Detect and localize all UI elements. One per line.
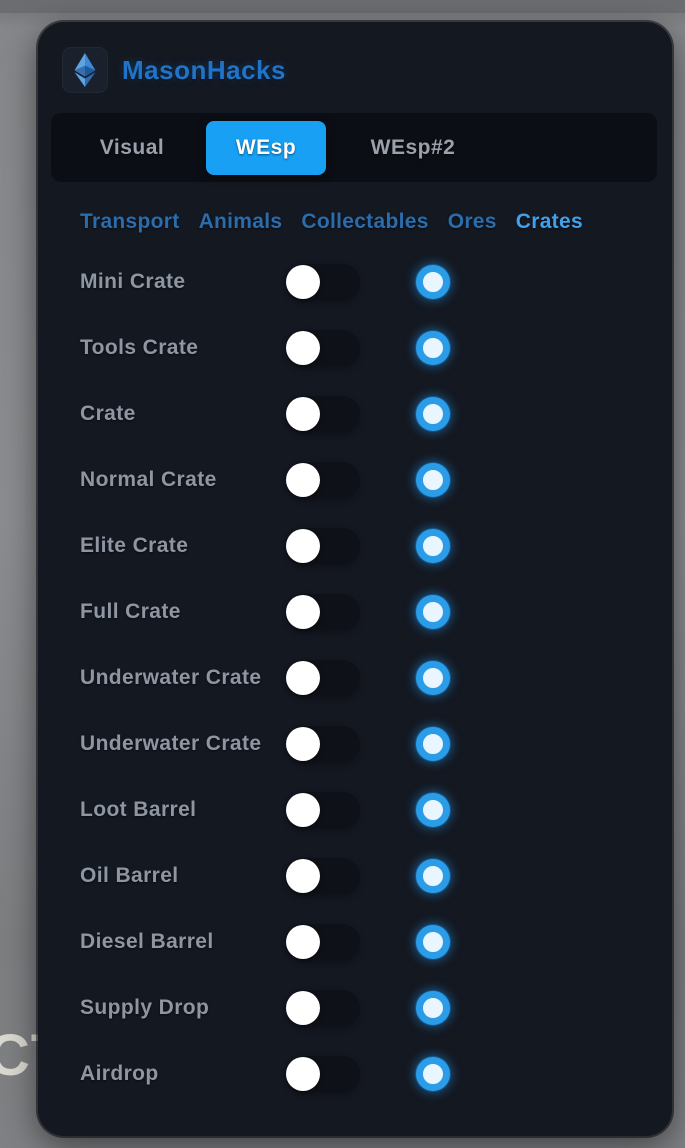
subtab-transport[interactable]: Transport [80, 210, 180, 233]
toggle-knob [286, 1057, 320, 1091]
feature-label: Crate [80, 402, 136, 425]
window-header: MasonHacks [62, 47, 286, 93]
cheat-menu-window: MasonHacks Visual WEsp WEsp#2 Transport Ani… [38, 22, 672, 1136]
feature-label: Full Crate [80, 600, 181, 623]
toggle-knob [286, 727, 320, 761]
feature-toggle[interactable] [286, 462, 360, 498]
feature-row-oil-barrel-9: Oil Barrel [38, 843, 672, 909]
feature-toggle[interactable] [286, 924, 360, 960]
app-title: MasonHacks [122, 54, 286, 85]
toggle-knob [286, 463, 320, 497]
toggle-knob [286, 331, 320, 365]
feature-row-elite-crate-4: Elite Crate [38, 513, 672, 579]
tab-wesp[interactable]: WEsp [206, 120, 326, 175]
feature-toggle[interactable] [286, 594, 360, 630]
color-picker-swatch[interactable] [416, 661, 450, 695]
feature-label: Supply Drop [80, 996, 210, 1019]
toggle-knob [286, 859, 320, 893]
color-picker-swatch[interactable] [416, 991, 450, 1025]
feature-label: Oil Barrel [80, 864, 179, 887]
color-picker-swatch[interactable] [416, 331, 450, 365]
toggle-knob [286, 265, 320, 299]
subtab-bar: Transport Animals Collectables Ores Crates [80, 205, 583, 239]
feature-label: Diesel Barrel [80, 930, 214, 953]
feature-row-mini-crate-0: Mini Crate [38, 249, 672, 315]
feature-toggle[interactable] [286, 396, 360, 432]
feature-toggle[interactable] [286, 990, 360, 1026]
subtab-collectables[interactable]: Collectables [301, 210, 429, 233]
color-picker-swatch[interactable] [416, 859, 450, 893]
feature-toggle[interactable] [286, 726, 360, 762]
feature-row-tools-crate-1: Tools Crate [38, 315, 672, 381]
color-picker-swatch[interactable] [416, 595, 450, 629]
feature-row-underwater-crate-7: Underwater Crate [38, 711, 672, 777]
toggle-knob [286, 991, 320, 1025]
app-logo [62, 47, 108, 93]
feature-label: Elite Crate [80, 534, 189, 557]
feature-label: Loot Barrel [80, 798, 197, 821]
feature-row-full-crate-5: Full Crate [38, 579, 672, 645]
feature-label: Underwater Crate [80, 666, 262, 689]
ethereum-diamond-icon [74, 53, 96, 87]
color-picker-swatch[interactable] [416, 1057, 450, 1091]
feature-toggle[interactable] [286, 528, 360, 564]
subtab-crates[interactable]: Crates [515, 210, 583, 233]
toggle-knob [286, 595, 320, 629]
feature-row-diesel-barrel-10: Diesel Barrel [38, 909, 672, 975]
color-picker-swatch[interactable] [416, 793, 450, 827]
color-picker-swatch[interactable] [416, 727, 450, 761]
feature-label: Mini Crate [80, 270, 186, 293]
feature-list: Mini Crate Tools Crate Crate Normal Crate El… [38, 249, 672, 1107]
feature-row-airdrop-12: Airdrop [38, 1041, 672, 1107]
color-picker-swatch[interactable] [416, 397, 450, 431]
feature-toggle[interactable] [286, 330, 360, 366]
toggle-knob [286, 925, 320, 959]
feature-row-underwater-crate-6: Underwater Crate [38, 645, 672, 711]
feature-row-loot-barrel-8: Loot Barrel [38, 777, 672, 843]
feature-label: Normal Crate [80, 468, 217, 491]
subtab-animals[interactable]: Animals [198, 210, 283, 233]
tab-bar: Visual WEsp WEsp#2 [51, 113, 657, 182]
feature-row-crate-2: Crate [38, 381, 672, 447]
color-picker-swatch[interactable] [416, 925, 450, 959]
feature-toggle[interactable] [286, 264, 360, 300]
toggle-knob [286, 793, 320, 827]
color-picker-swatch[interactable] [416, 529, 450, 563]
feature-label: Airdrop [80, 1062, 159, 1085]
tab-visual[interactable]: Visual [99, 135, 165, 159]
feature-toggle[interactable] [286, 1056, 360, 1092]
color-picker-swatch[interactable] [416, 463, 450, 497]
tab-wesp-2[interactable]: WEsp#2 [370, 135, 456, 159]
feature-toggle[interactable] [286, 858, 360, 894]
feature-toggle[interactable] [286, 792, 360, 828]
feature-row-supply-drop-11: Supply Drop [38, 975, 672, 1041]
feature-toggle[interactable] [286, 660, 360, 696]
feature-row-normal-crate-3: Normal Crate [38, 447, 672, 513]
color-picker-swatch[interactable] [416, 265, 450, 299]
feature-label: Tools Crate [80, 336, 199, 359]
toggle-knob [286, 661, 320, 695]
toggle-knob [286, 529, 320, 563]
background-top-strip [0, 0, 685, 13]
subtab-ores[interactable]: Ores [447, 210, 497, 233]
toggle-knob [286, 397, 320, 431]
feature-label: Underwater Crate [80, 732, 262, 755]
